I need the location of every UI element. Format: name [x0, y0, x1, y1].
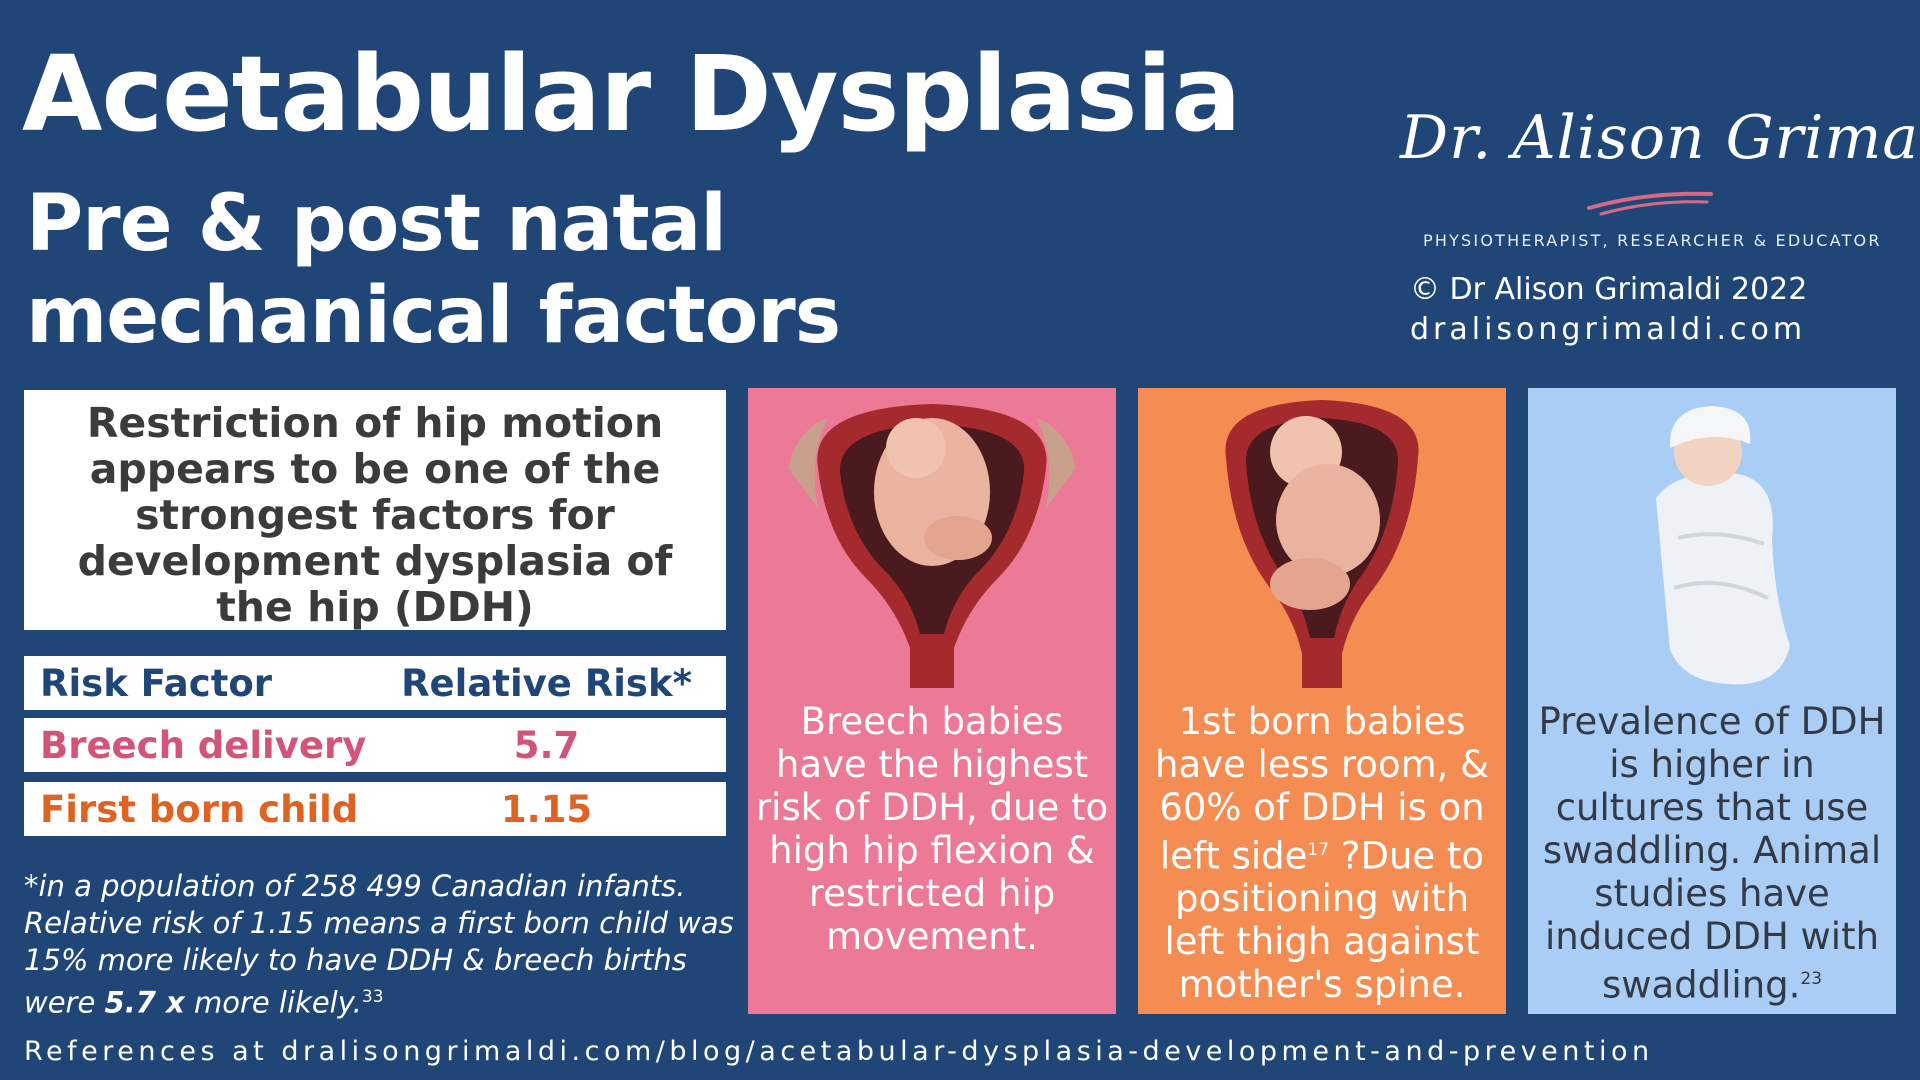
risk-row-breech: Breech delivery 5.7	[24, 718, 726, 772]
relative-risk-header: Relative Risk*	[401, 662, 692, 705]
breech-fetus-model-icon	[788, 404, 1076, 688]
brand-signature: Dr. Alison Grimaldi	[1400, 103, 1920, 173]
risk-factor-first-born: First born child	[40, 788, 359, 831]
page-title: Acetabular Dysplasia	[22, 33, 1241, 155]
brand-website: dralisongrimaldi.com	[1410, 312, 1807, 347]
relative-risk-breech: 5.7	[513, 724, 580, 767]
swaddling-panel: Prevalence of DDH is higher in cultures …	[1528, 388, 1896, 1014]
first-born-panel-text: 1st born babies have less room, & 60% of…	[1144, 700, 1500, 1006]
footnote-reference: 33	[361, 987, 384, 1007]
swaddling-reference: 23	[1800, 969, 1823, 989]
subtitle-line-1: Pre & post natal	[26, 179, 727, 269]
signature-swoosh-icon	[1587, 191, 1713, 216]
first-born-fetus-model-icon	[1225, 400, 1419, 688]
first-born-text-start: 1st born babies have less room, & 60% of…	[1155, 700, 1489, 878]
breech-panel-text: Breech babies have the highest risk of D…	[755, 700, 1109, 958]
swaddling-text: Prevalence of DDH is higher in cultures …	[1538, 700, 1886, 1007]
first-born-panel: 1st born babies have less room, & 60% of…	[1138, 388, 1506, 1014]
risk-factor-header: Risk Factor	[40, 662, 273, 705]
relative-risk-first-born: 1.15	[500, 788, 593, 831]
first-born-text-end: ?Due to positioning with left thigh agai…	[1164, 834, 1485, 1007]
brand-tagline: PHYSIOTHERAPIST, RESEARCHER & EDUCATOR	[1423, 231, 1882, 250]
swaddling-panel-text: Prevalence of DDH is higher in cultures …	[1534, 700, 1890, 1006]
intro-statement: Restriction of hip motion appears to be …	[24, 390, 726, 630]
risk-table-header: Risk Factor Relative Risk*	[24, 656, 726, 710]
swaddled-baby-icon	[1656, 406, 1790, 685]
footnote-text: *in a population of 258 499 Canadian inf…	[24, 869, 734, 1020]
footnote-emphasis: 5.7 x	[104, 985, 185, 1020]
first-born-reference: 17	[1307, 840, 1330, 860]
references-link[interactable]: References at dralisongrimaldi.com/blog/…	[24, 1036, 1654, 1067]
brand-copyright: © Dr Alison Grimaldi 2022	[1410, 272, 1808, 307]
risk-row-first-born: First born child 1.15	[24, 782, 726, 836]
breech-panel: Breech babies have the highest risk of D…	[748, 388, 1116, 1014]
page-subtitle: Pre & post natal mechanical factors	[26, 178, 841, 362]
risk-factor-breech: Breech delivery	[40, 724, 367, 767]
population-footnote: *in a population of 258 499 Canadian inf…	[24, 868, 744, 1022]
subtitle-line-2: mechanical factors	[26, 271, 841, 361]
footnote-text-end: more likely.	[184, 985, 362, 1020]
